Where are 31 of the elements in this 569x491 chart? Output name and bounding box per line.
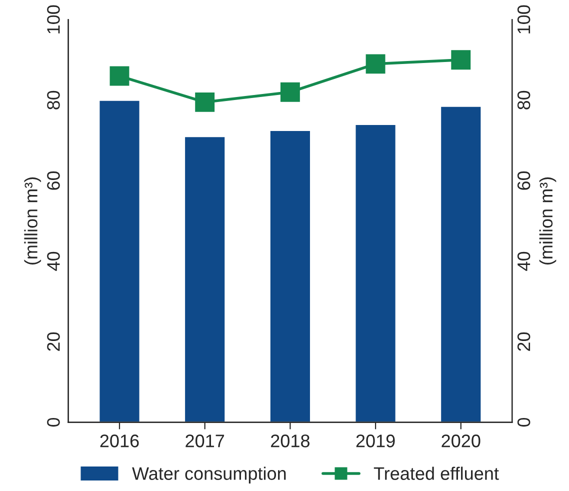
y2-axis-title: (million m³) <box>539 177 556 264</box>
y2-tick-label: 40 <box>517 252 530 271</box>
point <box>366 54 386 74</box>
y2-tick-label: 0 <box>517 418 530 427</box>
y2-tick-label: 80 <box>517 90 530 110</box>
x-tick-label: 2019 <box>356 434 395 448</box>
point <box>280 82 300 102</box>
x-tick-label: 2016 <box>100 434 139 448</box>
bar <box>269 130 312 422</box>
legend-label: Treated effluent <box>374 466 499 480</box>
bar <box>98 99 141 422</box>
y-tick-label: 100 <box>47 5 60 34</box>
point <box>195 92 215 112</box>
y-axis-title: (million m³) <box>24 177 42 264</box>
y-tick-label: 60 <box>47 171 60 190</box>
y-tick-label: 40 <box>47 252 60 271</box>
y-tick-label: 20 <box>47 332 60 351</box>
point <box>110 66 130 86</box>
bar <box>354 124 397 422</box>
x-tick-label: 2018 <box>271 434 310 448</box>
point <box>451 50 471 70</box>
y-tick-label: 0 <box>47 418 60 427</box>
bar <box>184 136 226 422</box>
y2-tick-label: 100 <box>517 5 530 34</box>
legend-label: Water consumption <box>132 466 286 484</box>
y2-tick-label: 60 <box>517 171 530 190</box>
y2-tick-label: 20 <box>517 332 530 351</box>
x-tick-label: 2017 <box>186 434 224 448</box>
bar <box>440 106 482 422</box>
y-tick-label: 80 <box>47 90 60 110</box>
x-tick-label: 2020 <box>442 434 480 448</box>
